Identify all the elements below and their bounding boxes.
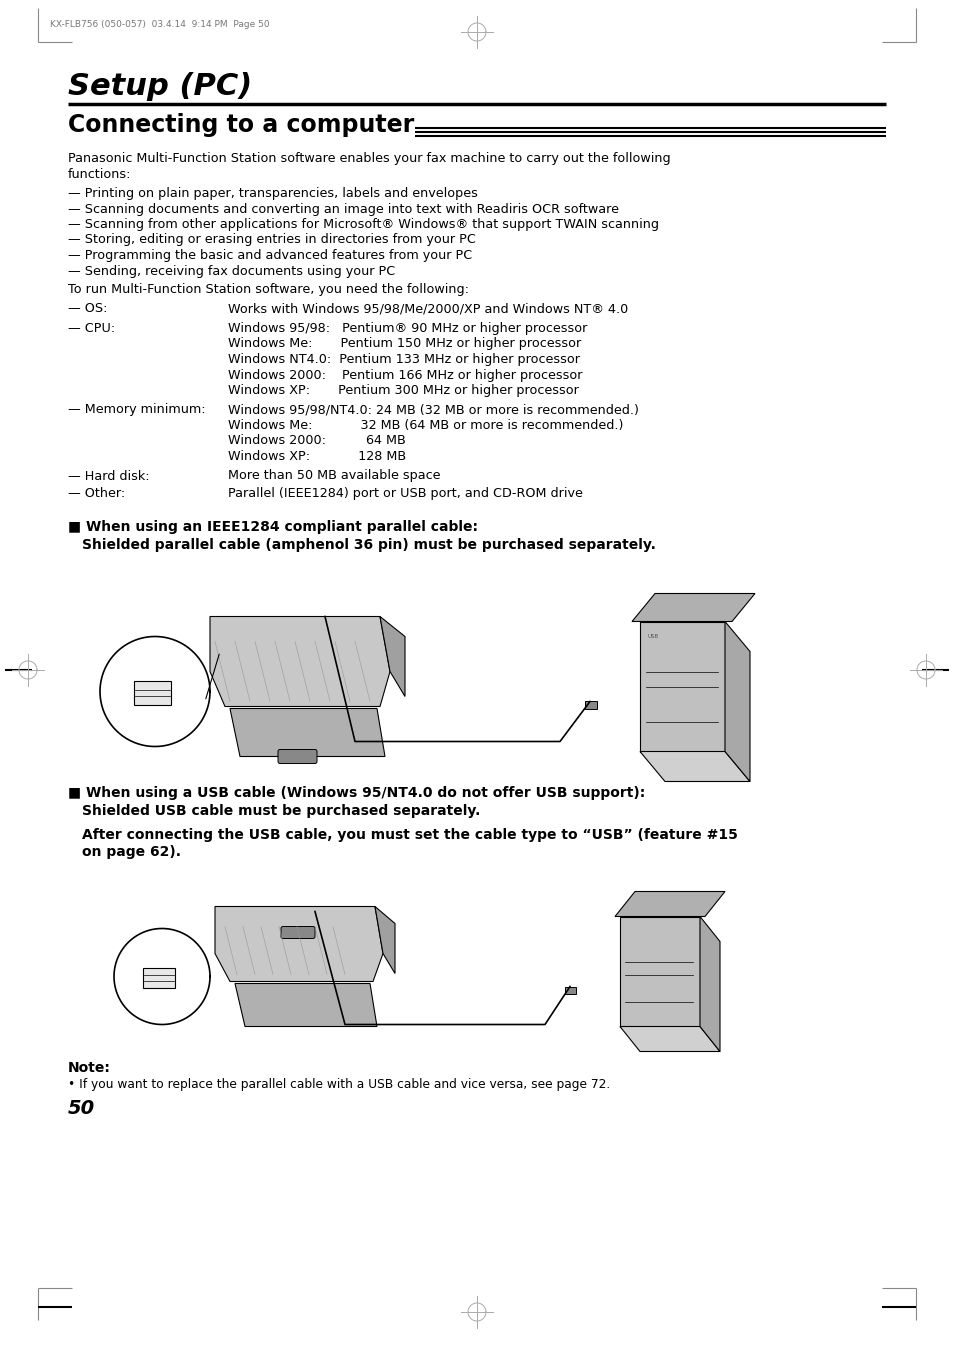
Text: To run Multi-Function Station software, you need the following:: To run Multi-Function Station software, … (68, 283, 469, 295)
Text: USB: USB (647, 634, 659, 639)
Polygon shape (619, 916, 700, 1027)
Text: — CPU:: — CPU: (68, 322, 115, 335)
Text: • If you want to replace the parallel cable with a USB cable and vice versa, see: • If you want to replace the parallel ca… (68, 1078, 610, 1091)
Text: — Scanning documents and converting an image into text with Readiris OCR softwar: — Scanning documents and converting an i… (68, 202, 618, 216)
Polygon shape (234, 983, 376, 1027)
FancyBboxPatch shape (281, 927, 314, 939)
Text: Windows 95/98:   Pentium® 90 MHz or higher processor: Windows 95/98: Pentium® 90 MHz or higher… (228, 322, 587, 335)
Polygon shape (615, 892, 724, 916)
Text: — Sending, receiving fax documents using your PC: — Sending, receiving fax documents using… (68, 264, 395, 278)
Polygon shape (631, 594, 754, 622)
Polygon shape (375, 907, 395, 974)
Polygon shape (379, 616, 405, 696)
Text: — Memory minimum:: — Memory minimum: (68, 403, 206, 417)
Text: ■ When using a USB cable (Windows 95/NT4.0 do not offer USB support):: ■ When using a USB cable (Windows 95/NT4… (68, 786, 644, 800)
Text: — OS:: — OS: (68, 302, 108, 316)
Text: functions:: functions: (68, 167, 132, 181)
Text: Works with Windows 95/98/Me/2000/XP and Windows NT® 4.0: Works with Windows 95/98/Me/2000/XP and … (228, 302, 628, 316)
Text: Windows XP:       Pentium 300 MHz or higher processor: Windows XP: Pentium 300 MHz or higher pr… (228, 384, 578, 397)
Polygon shape (214, 907, 382, 982)
Text: — Storing, editing or erasing entries in directories from your PC: — Storing, editing or erasing entries in… (68, 233, 476, 247)
FancyBboxPatch shape (143, 967, 174, 987)
Text: Shielded parallel cable (amphenol 36 pin) must be purchased separately.: Shielded parallel cable (amphenol 36 pin… (82, 538, 656, 552)
Text: Windows 95/98/NT4.0: 24 MB (32 MB or more is recommended.): Windows 95/98/NT4.0: 24 MB (32 MB or mor… (228, 403, 639, 417)
Text: After connecting the USB cable, you must set the cable type to “USB” (feature #1: After connecting the USB cable, you must… (82, 827, 737, 842)
Text: Setup (PC): Setup (PC) (68, 71, 252, 101)
Text: — Programming the basic and advanced features from your PC: — Programming the basic and advanced fea… (68, 250, 472, 262)
Text: Windows 2000:    Pentium 166 MHz or higher processor: Windows 2000: Pentium 166 MHz or higher … (228, 368, 582, 382)
Text: — Other:: — Other: (68, 487, 125, 500)
Text: More than 50 MB available space: More than 50 MB available space (228, 469, 440, 483)
Text: — Printing on plain paper, transparencies, labels and envelopes: — Printing on plain paper, transparencie… (68, 188, 477, 200)
Text: Windows Me:            32 MB (64 MB or more is recommended.): Windows Me: 32 MB (64 MB or more is reco… (228, 420, 622, 432)
Polygon shape (639, 751, 749, 781)
Polygon shape (230, 708, 385, 757)
Text: Windows 2000:          64 MB: Windows 2000: 64 MB (228, 434, 405, 448)
Polygon shape (619, 1027, 720, 1051)
Polygon shape (700, 916, 720, 1051)
Text: ■ When using an IEEE1284 compliant parallel cable:: ■ When using an IEEE1284 compliant paral… (68, 521, 477, 534)
Text: Note:: Note: (68, 1062, 111, 1075)
Text: Connecting to a computer: Connecting to a computer (68, 113, 414, 138)
FancyBboxPatch shape (564, 986, 576, 993)
Text: Panasonic Multi-Function Station software enables your fax machine to carry out : Panasonic Multi-Function Station softwar… (68, 152, 670, 165)
Text: — Hard disk:: — Hard disk: (68, 469, 150, 483)
FancyBboxPatch shape (584, 700, 597, 708)
Text: — Scanning from other applications for Microsoft® Windows® that support TWAIN sc: — Scanning from other applications for M… (68, 219, 659, 231)
Text: on page 62).: on page 62). (82, 844, 181, 859)
Text: Windows NT4.0:  Pentium 133 MHz or higher processor: Windows NT4.0: Pentium 133 MHz or higher… (228, 353, 579, 366)
Text: Windows XP:            128 MB: Windows XP: 128 MB (228, 451, 406, 463)
FancyBboxPatch shape (277, 750, 316, 764)
Polygon shape (724, 622, 749, 781)
Polygon shape (210, 616, 390, 707)
FancyBboxPatch shape (133, 680, 171, 704)
Text: Shielded USB cable must be purchased separately.: Shielded USB cable must be purchased sep… (82, 804, 480, 817)
Text: Windows Me:       Pentium 150 MHz or higher processor: Windows Me: Pentium 150 MHz or higher pr… (228, 337, 580, 351)
Text: 50: 50 (68, 1098, 95, 1117)
Polygon shape (639, 622, 724, 751)
Text: KX-FLB756 (050-057)  03.4.14  9:14 PM  Page 50: KX-FLB756 (050-057) 03.4.14 9:14 PM Page… (50, 20, 270, 28)
Text: Parallel (IEEE1284) port or USB port, and CD-ROM drive: Parallel (IEEE1284) port or USB port, an… (228, 487, 582, 500)
